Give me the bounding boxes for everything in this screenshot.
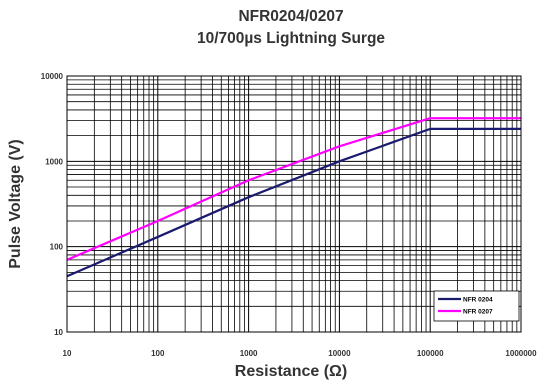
y-axis-label: Pulse Voltage (V)	[7, 139, 24, 269]
legend-label: NFR 0204	[463, 297, 493, 304]
grid	[67, 76, 521, 332]
legend: NFR 0204 NFR 0207	[433, 290, 520, 322]
series-line-nfr-0207	[66, 117, 521, 261]
x-tick-label: 10000	[328, 349, 351, 358]
chart-subtitle: 10/700µs Lightning Surge	[197, 30, 385, 47]
chart-title: NFR0204/0207	[238, 8, 343, 25]
y-tick-label: 1000	[45, 157, 63, 166]
x-tick-label: 10	[63, 349, 72, 358]
y-tick-label: 10	[54, 328, 63, 337]
y-tick-label: 100	[50, 243, 64, 252]
x-tick-label: 1000000	[505, 349, 537, 358]
y-tick-label: 10000	[41, 72, 64, 81]
plot-area-frame	[66, 75, 522, 333]
x-tick-label: 1000	[240, 349, 258, 358]
series-line-nfr-0204	[66, 127, 521, 278]
x-tick-label: 100	[151, 349, 165, 358]
tick-labels: 10 100 1000 10000 100000 1000000 10 100 1000 1000…	[41, 72, 537, 358]
legend-box	[433, 290, 520, 322]
x-axis-label: Resistance (Ω)	[235, 363, 347, 380]
x-tick-label: 100000	[417, 349, 444, 358]
legend-label: NFR 0207	[463, 309, 493, 316]
series-lines	[66, 117, 521, 278]
